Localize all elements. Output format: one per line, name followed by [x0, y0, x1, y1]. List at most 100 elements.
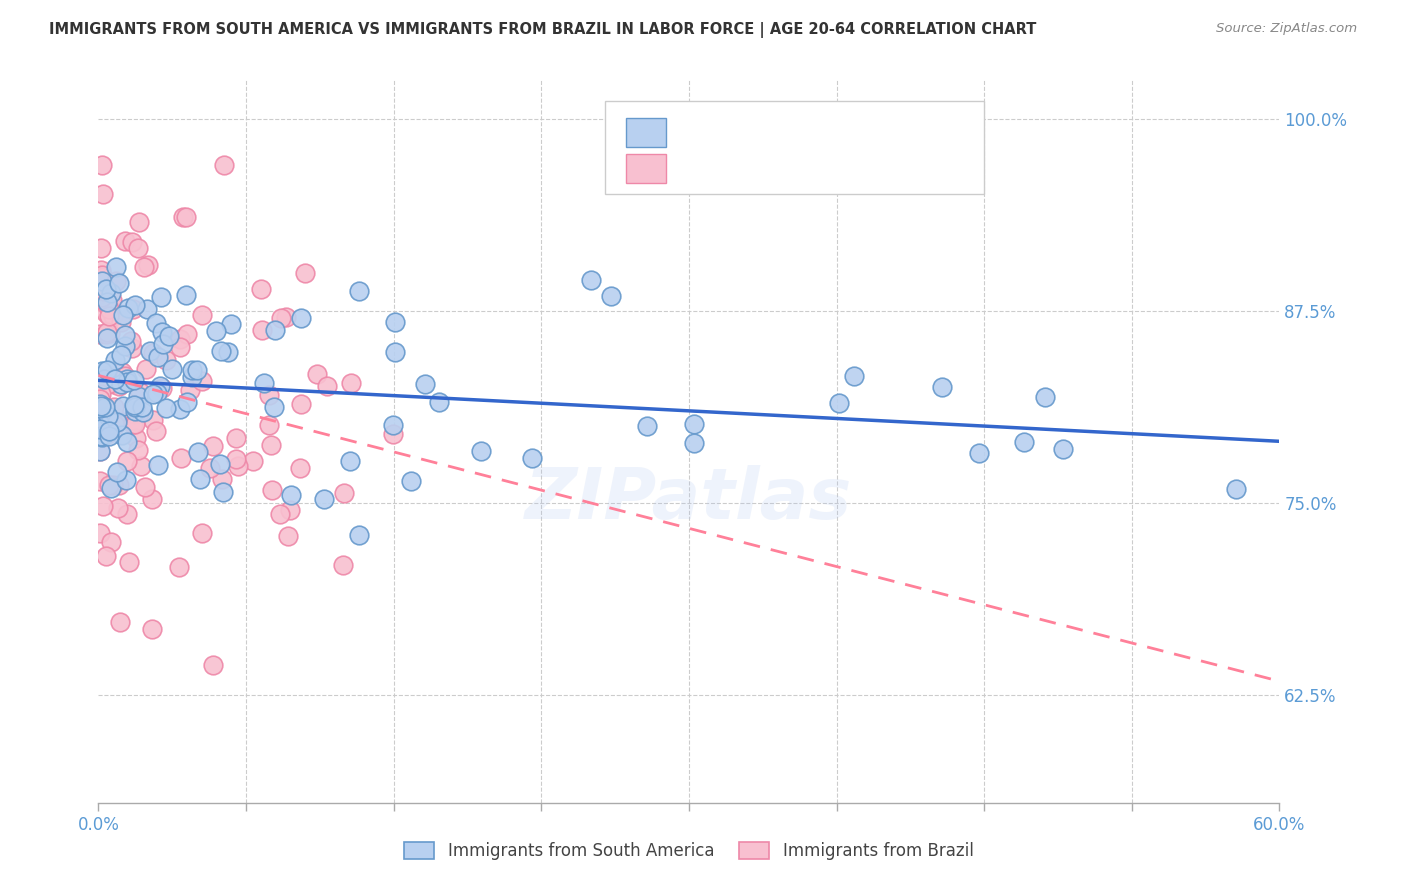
- Point: [104, 409, 127, 424]
- Point: [100, 535, 122, 549]
- Point: [132, 405, 155, 419]
- Point: [96, 549, 118, 563]
- Point: [253, 376, 276, 390]
- Point: [146, 386, 169, 401]
- Point: [122, 301, 145, 316]
- Point: [257, 418, 280, 433]
- Point: [211, 472, 233, 486]
- Point: [94, 400, 117, 414]
- Point: [225, 431, 247, 445]
- Point: [89, 392, 111, 406]
- Point: [188, 472, 211, 486]
- Point: [120, 334, 142, 348]
- Text: -0.071: -0.071: [718, 159, 772, 177]
- Point: [170, 451, 193, 466]
- Text: N =: N =: [814, 119, 851, 136]
- Point: [105, 465, 128, 479]
- Point: [219, 317, 242, 331]
- Point: [290, 396, 312, 410]
- Point: [145, 317, 167, 331]
- Point: [155, 353, 177, 368]
- Point: [347, 527, 370, 541]
- Point: [931, 379, 953, 393]
- Point: [264, 322, 287, 336]
- Point: [225, 452, 247, 467]
- Point: [270, 310, 292, 325]
- Point: [90, 158, 112, 172]
- Point: [90, 262, 112, 277]
- Point: [94, 326, 117, 341]
- Point: [103, 400, 125, 414]
- Point: [169, 340, 191, 354]
- Point: [89, 417, 111, 431]
- Point: [112, 308, 135, 322]
- Point: [149, 378, 172, 392]
- Point: [294, 266, 316, 280]
- Point: [181, 370, 204, 384]
- Point: [132, 260, 155, 274]
- Point: [134, 480, 156, 494]
- Point: [89, 443, 111, 458]
- Point: [269, 507, 291, 521]
- Point: [103, 377, 125, 392]
- Text: R =: R =: [676, 159, 713, 177]
- Point: [141, 622, 163, 636]
- Point: [384, 344, 406, 359]
- Point: [97, 300, 120, 314]
- Point: [828, 396, 851, 410]
- Point: [107, 501, 129, 516]
- Point: [242, 454, 264, 468]
- Point: [152, 337, 174, 351]
- Point: [96, 282, 118, 296]
- Point: [127, 241, 149, 255]
- Point: [382, 417, 405, 432]
- Point: [124, 298, 146, 312]
- Point: [427, 395, 450, 409]
- Point: [384, 315, 406, 329]
- Point: [160, 362, 183, 376]
- Point: [108, 615, 131, 629]
- Point: [844, 369, 866, 384]
- Point: [93, 285, 115, 299]
- Point: [97, 368, 120, 382]
- Text: Source: ZipAtlas.com: Source: ZipAtlas.com: [1216, 22, 1357, 36]
- Point: [96, 410, 118, 425]
- Point: [305, 367, 328, 381]
- Point: [382, 426, 405, 441]
- Point: [280, 488, 302, 502]
- Point: [290, 310, 312, 325]
- Point: [129, 384, 152, 399]
- Point: [250, 323, 273, 337]
- Point: [94, 306, 117, 320]
- Point: [176, 395, 198, 409]
- Point: [111, 399, 134, 413]
- Point: [89, 401, 111, 415]
- Point: [150, 382, 173, 396]
- Point: [124, 398, 146, 412]
- Point: [399, 474, 422, 488]
- Point: [139, 343, 162, 358]
- Point: [111, 428, 134, 442]
- Point: [90, 274, 112, 288]
- Point: [186, 363, 208, 377]
- Point: [122, 407, 145, 421]
- Point: [98, 477, 121, 491]
- Point: [124, 403, 146, 417]
- Point: [96, 325, 118, 339]
- Point: [101, 293, 124, 307]
- Point: [89, 474, 111, 488]
- Point: [114, 339, 136, 353]
- Point: [277, 528, 299, 542]
- Point: [117, 301, 139, 315]
- Point: [91, 187, 114, 202]
- Point: [181, 362, 204, 376]
- Point: [212, 158, 235, 172]
- Point: [155, 401, 177, 415]
- Point: [96, 330, 118, 344]
- Point: [146, 350, 169, 364]
- Point: [96, 294, 118, 309]
- Point: [141, 491, 163, 506]
- Point: [110, 315, 132, 329]
- Point: [100, 481, 122, 495]
- Text: N =: N =: [814, 159, 851, 177]
